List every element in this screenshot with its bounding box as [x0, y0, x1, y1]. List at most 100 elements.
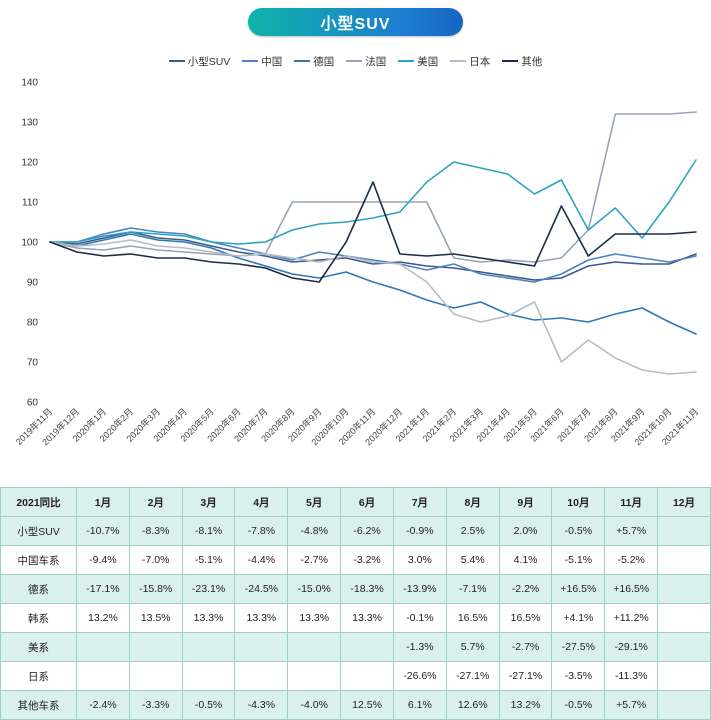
yoy-cell: -9.4% — [76, 545, 130, 575]
yoy-cell: -4.3% — [234, 690, 289, 720]
yoy-cell: 16.5% — [498, 603, 553, 633]
yoy-cell: 5.4% — [445, 545, 500, 575]
table-row: 中国车系 -9.4% -7.0% -5.1% -4.4% -2.7% -3.2% 3.0% 5.… — [0, 545, 711, 575]
yoy-cell — [657, 632, 711, 662]
yoy-cell: -8.3% — [128, 516, 183, 546]
yoy-cell: -2.2% — [498, 574, 553, 604]
yoy-cell: -11.3% — [604, 661, 659, 691]
yoy-cell: -6.2% — [340, 516, 394, 546]
series-line-美国 — [49, 159, 697, 245]
yoy-cell — [181, 632, 236, 662]
month-header: 7月 — [392, 487, 447, 517]
table-header-row: 2021同比 1月 2月 3月 4月 5月 6月 7月 8月 9月 10月 11月 12月 — [0, 487, 711, 517]
yoy-cell: 13.3% — [340, 603, 394, 633]
row-label: 德系 — [0, 574, 77, 604]
page-title: 小型SUV — [248, 8, 463, 36]
yoy-cell: -7.8% — [234, 516, 289, 546]
yoy-cell: -2.7% — [498, 632, 553, 662]
yoy-cell: -27.1% — [498, 661, 553, 691]
row-label: 小型SUV — [0, 516, 77, 546]
yoy-cell: -26.6% — [392, 661, 447, 691]
series-line-日本 — [49, 239, 697, 375]
yoy-cell — [657, 661, 711, 691]
series-line-中国 — [49, 227, 697, 283]
month-header: 6月 — [340, 487, 394, 517]
yoy-cell: -2.4% — [76, 690, 130, 720]
yoy-cell — [128, 661, 183, 691]
yoy-cell — [128, 632, 183, 662]
yoy-cell: -7.0% — [128, 545, 183, 575]
yoy-cell — [657, 516, 711, 546]
yoy-cell: -2.7% — [287, 545, 342, 575]
table-row: 日系 -26.6% -27.1% -27.1% -3.5% -11.3% — [0, 661, 711, 691]
yoy-cell: -27.5% — [551, 632, 606, 662]
yoy-cell — [340, 661, 394, 691]
yoy-cell — [657, 603, 711, 633]
yoy-cell: +11.2% — [604, 603, 659, 633]
legend-swatch-icon — [346, 60, 363, 62]
legend-label: 其他 — [521, 55, 543, 68]
yoy-cell — [76, 632, 130, 662]
legend-item-美国: 美国 — [398, 54, 438, 69]
yoy-cell: -23.1% — [181, 574, 236, 604]
y-axis-tick: 110 — [22, 198, 38, 209]
yoy-cell: 2.0% — [498, 516, 553, 546]
yoy-cell — [181, 661, 236, 691]
legend-swatch-icon — [502, 60, 519, 62]
yoy-cell: -13.9% — [392, 574, 447, 604]
series-line-小型SUV — [49, 231, 697, 281]
month-header: 4月 — [234, 487, 289, 517]
yoy-cell — [287, 661, 342, 691]
y-axis-tick: 90 — [27, 278, 39, 289]
month-header: 2月 — [128, 487, 183, 517]
table-row: 德系 -17.1% -15.8% -23.1% -24.5% -15.0% -18.3% -1… — [0, 574, 711, 604]
chart-legend: 小型SUV 中国 德国 法国 美国 日本 其他 — [0, 54, 711, 68]
yoy-cell: -1.3% — [392, 632, 447, 662]
table-row: 韩系 13.2% 13.5% 13.3% 13.3% 13.3% 13.3% -0.1% 16.… — [0, 603, 711, 633]
yoy-cell: 16.5% — [445, 603, 500, 633]
yoy-cell: -7.1% — [445, 574, 500, 604]
table-row: 美系 -1.3% 5.7% -2.7% -27.5% -29.1% — [0, 632, 711, 662]
month-header: 10月 — [551, 487, 606, 517]
yoy-cell: +5.7% — [604, 516, 659, 546]
y-axis-tick: 140 — [21, 78, 38, 89]
yoy-cell: 2.5% — [445, 516, 500, 546]
legend-item-中国: 中国 — [242, 54, 282, 69]
legend-item-德国: 德国 — [294, 54, 334, 69]
y-axis-tick: 120 — [21, 158, 38, 169]
table-corner-header: 2021同比 — [0, 487, 77, 517]
yoy-cell — [287, 632, 342, 662]
yoy-cell: -3.3% — [128, 690, 183, 720]
legend-item-小型SUV: 小型SUV — [168, 54, 230, 69]
row-label: 其他车系 — [0, 690, 77, 720]
yoy-cell: -18.3% — [340, 574, 394, 604]
month-header: 12月 — [657, 487, 711, 517]
month-header: 11月 — [604, 487, 659, 517]
yoy-table: 2021同比 1月 2月 3月 4月 5月 6月 7月 8月 9月 10月 11月 12月 小型SUV -… — [0, 487, 711, 720]
yoy-cell — [657, 574, 711, 604]
row-label: 日系 — [0, 661, 77, 691]
line-chart: 60 70 80 90 100 110 120 130 140 2019年11月 2019年12月 2… — [0, 70, 711, 475]
yoy-cell — [657, 545, 711, 575]
yoy-cell: -5.1% — [551, 545, 606, 575]
yoy-cell: -10.7% — [76, 516, 130, 546]
legend-item-日本: 日本 — [450, 54, 490, 69]
yoy-cell: -27.1% — [445, 661, 500, 691]
y-axis-tick: 60 — [27, 398, 39, 409]
yoy-cell: -29.1% — [604, 632, 659, 662]
legend-label: 美国 — [417, 55, 439, 68]
yoy-cell — [76, 661, 130, 691]
yoy-cell: 12.6% — [445, 690, 500, 720]
legend-swatch-icon — [450, 60, 467, 62]
legend-swatch-icon — [242, 60, 259, 62]
month-header: 1月 — [76, 487, 130, 517]
y-axis-tick: 70 — [27, 358, 39, 369]
yoy-cell: 13.5% — [128, 603, 183, 633]
table-row: 其他车系 -2.4% -3.3% -0.5% -4.3% -4.0% 12.5% 6.1% 12… — [0, 690, 711, 720]
row-label: 中国车系 — [0, 545, 77, 575]
yoy-cell: +5.7% — [604, 690, 659, 720]
yoy-cell: 13.3% — [234, 603, 289, 633]
yoy-cell: 5.7% — [445, 632, 500, 662]
yoy-cell: 13.2% — [76, 603, 130, 633]
y-axis-tick: 130 — [21, 118, 38, 129]
